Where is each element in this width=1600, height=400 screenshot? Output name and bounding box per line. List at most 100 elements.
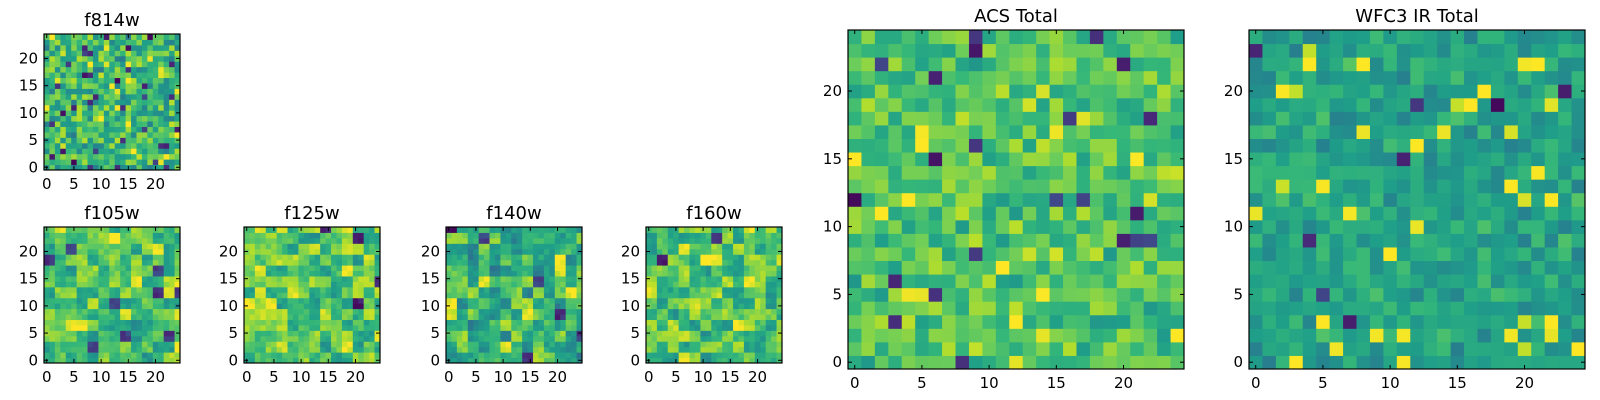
heatmap-cell [109,303,116,310]
heatmap-cell [451,314,458,320]
heatmap-cell [738,237,745,244]
heatmap-cell [76,319,83,326]
heatmap-cell [543,314,550,320]
heatmap-cell [158,50,165,57]
heatmap-cell [915,328,930,343]
heatmap-cell [276,270,283,277]
heatmap-cell [968,246,983,262]
heatmap-cell [667,330,674,337]
heatmap-cell [689,259,696,266]
heatmap-cell [276,248,283,255]
heatmap-cell [309,330,316,337]
heatmap-cell [71,254,78,261]
heatmap-cell [120,55,127,62]
heatmap-cell [955,219,970,234]
heatmap-cell [765,324,772,331]
heatmap-cell [1089,70,1104,85]
heatmap-cell [1170,206,1185,221]
heatmap-cell [147,319,154,326]
heatmap-cell [158,142,165,149]
heatmap-cell [1369,43,1384,58]
heatmap-cell [522,319,529,326]
heatmap-cell [678,297,685,304]
heatmap-cell [538,303,545,310]
heatmap-cell [336,254,343,261]
heatmap-cell [341,308,348,315]
heatmap-cell [901,97,916,112]
heatmap-cell [44,61,50,68]
heatmap-cell [848,138,862,153]
heatmap-cell [141,88,148,95]
heatmap-cell [765,265,772,272]
heatmap-cell [49,292,56,299]
heatmap-cell [500,292,507,299]
heatmap-cell [1170,341,1185,356]
heatmap-cell [1558,30,1573,45]
heatmap-cell [489,270,496,277]
heatmap-cell [527,237,534,244]
heatmap-cell [722,346,729,353]
heatmap-cell [331,286,337,293]
heatmap-cell [928,233,943,248]
heatmap-cell [163,357,170,364]
heatmap-cell [249,319,256,326]
heatmap-cell [494,319,501,326]
heatmap-cell [71,248,78,255]
heatmap-cell [352,270,359,277]
heatmap-cell [667,232,674,239]
heatmap-cell [152,137,159,144]
heatmap-cell [374,324,381,331]
heatmap-cell [1049,43,1064,58]
heatmap-cell [44,324,50,331]
heatmap-cell [1089,206,1104,221]
heatmap-cell [915,301,930,316]
heatmap-cell [336,330,343,337]
heatmap-cell [982,57,997,72]
heatmap-cell [152,352,159,359]
heatmap-cell [98,44,105,51]
heatmap-cell [1103,301,1118,316]
heatmap-cell [287,270,294,277]
heatmap-cell [678,265,685,272]
heatmap-cell [1063,301,1077,316]
heatmap-cell [60,275,67,282]
heatmap-cell [505,237,512,244]
x-tick-label: 0 [242,368,252,386]
heatmap-cell [1437,43,1452,58]
heatmap-cell [147,66,154,73]
heatmap-cell [352,297,359,304]
heatmap-cell [511,297,518,304]
heatmap-cell [1437,341,1452,356]
heatmap-cell [282,254,289,261]
heatmap-cell [1143,341,1158,356]
heatmap-cell [136,131,143,138]
heatmap-cell [1464,355,1478,370]
heatmap-cell [109,110,116,117]
heatmap-cell [309,270,316,277]
heatmap-cell [543,308,550,315]
heatmap-cell [982,152,997,167]
heatmap-cell [163,66,170,73]
heatmap-cell [109,237,116,244]
heatmap-cell [325,270,332,277]
heatmap-cell [1316,43,1331,58]
heatmap-cell [76,164,83,171]
heatmap-cell [114,61,121,68]
heatmap-cell [125,314,132,320]
heatmap-cell [82,286,89,293]
heatmap-cell [71,55,78,62]
heatmap-cell [733,281,739,288]
heatmap-cell [309,286,316,293]
heatmap-cell [1369,84,1384,99]
heatmap-cell [516,275,523,282]
heatmap-cell [1022,179,1037,194]
heatmap-cell [1329,233,1344,248]
heatmap-cell [484,303,491,310]
heatmap-cell [1316,233,1331,248]
heatmap-cell [92,137,99,144]
heatmap-cell [1517,138,1532,153]
heatmap-cell [733,303,739,310]
heatmap-cell [347,286,354,293]
heatmap-cell [533,275,539,282]
